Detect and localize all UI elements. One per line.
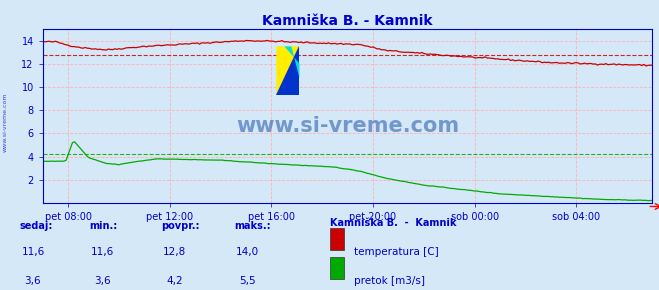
Text: www.si-vreme.com: www.si-vreme.com [3,92,8,152]
Title: Kamniška B. - Kamnik: Kamniška B. - Kamnik [262,14,433,28]
Text: www.si-vreme.com: www.si-vreme.com [236,117,459,136]
Text: Kamniška B.  -  Kamnik: Kamniška B. - Kamnik [330,218,456,228]
Text: 4,2: 4,2 [166,276,183,286]
Text: pretok [m3/s]: pretok [m3/s] [354,276,425,286]
Text: maks.:: maks.: [234,221,271,231]
Text: 11,6: 11,6 [21,247,45,257]
Text: sedaj:: sedaj: [20,221,53,231]
Text: 3,6: 3,6 [24,276,42,286]
Polygon shape [276,46,299,95]
Text: 12,8: 12,8 [163,247,186,257]
Bar [330,257,344,279]
Text: 14,0: 14,0 [235,247,259,257]
Text: temperatura [C]: temperatura [C] [354,247,439,257]
Text: 5,5: 5,5 [239,276,256,286]
Text: povpr.:: povpr.: [161,221,200,231]
Text: min.:: min.: [89,221,117,231]
Text: 11,6: 11,6 [90,247,114,257]
Polygon shape [285,46,299,78]
Bar [330,228,344,250]
Polygon shape [276,46,299,95]
Text: 3,6: 3,6 [94,276,111,286]
